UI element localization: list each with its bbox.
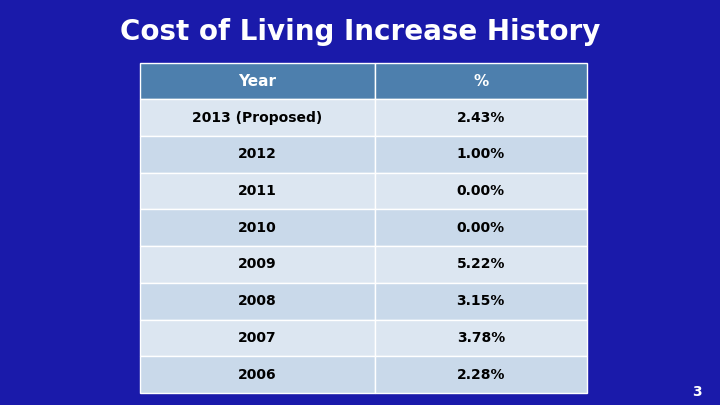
- Bar: [374, 246, 587, 283]
- Text: 5.22%: 5.22%: [456, 258, 505, 271]
- Bar: [374, 173, 587, 209]
- Text: 2.28%: 2.28%: [456, 367, 505, 382]
- Text: 1.00%: 1.00%: [456, 147, 505, 162]
- Text: 3.15%: 3.15%: [456, 294, 505, 308]
- Text: 2012: 2012: [238, 147, 277, 162]
- Bar: [374, 320, 587, 356]
- Bar: [374, 209, 587, 246]
- Bar: [140, 173, 374, 209]
- Text: 3: 3: [693, 385, 702, 399]
- Text: Cost of Living Increase History: Cost of Living Increase History: [120, 18, 600, 46]
- Bar: [140, 100, 374, 136]
- Bar: [140, 63, 374, 100]
- Text: 2008: 2008: [238, 294, 277, 308]
- Bar: [374, 136, 587, 173]
- Bar: [374, 63, 587, 100]
- Bar: [374, 100, 587, 136]
- Text: 3.78%: 3.78%: [456, 331, 505, 345]
- Text: 2013 (Proposed): 2013 (Proposed): [192, 111, 323, 125]
- Text: 2011: 2011: [238, 184, 277, 198]
- Text: %: %: [473, 74, 488, 89]
- Text: 2007: 2007: [238, 331, 277, 345]
- Text: 0.00%: 0.00%: [456, 221, 505, 235]
- Bar: [140, 283, 374, 320]
- Bar: [140, 320, 374, 356]
- Text: Year: Year: [238, 74, 276, 89]
- Text: 2009: 2009: [238, 258, 277, 271]
- Text: 2006: 2006: [238, 367, 277, 382]
- Bar: [374, 356, 587, 393]
- Text: 0.00%: 0.00%: [456, 184, 505, 198]
- Text: 2.43%: 2.43%: [456, 111, 505, 125]
- Bar: [140, 246, 374, 283]
- Text: 2010: 2010: [238, 221, 277, 235]
- Bar: [140, 136, 374, 173]
- Bar: [140, 209, 374, 246]
- Bar: [374, 283, 587, 320]
- Bar: [140, 356, 374, 393]
